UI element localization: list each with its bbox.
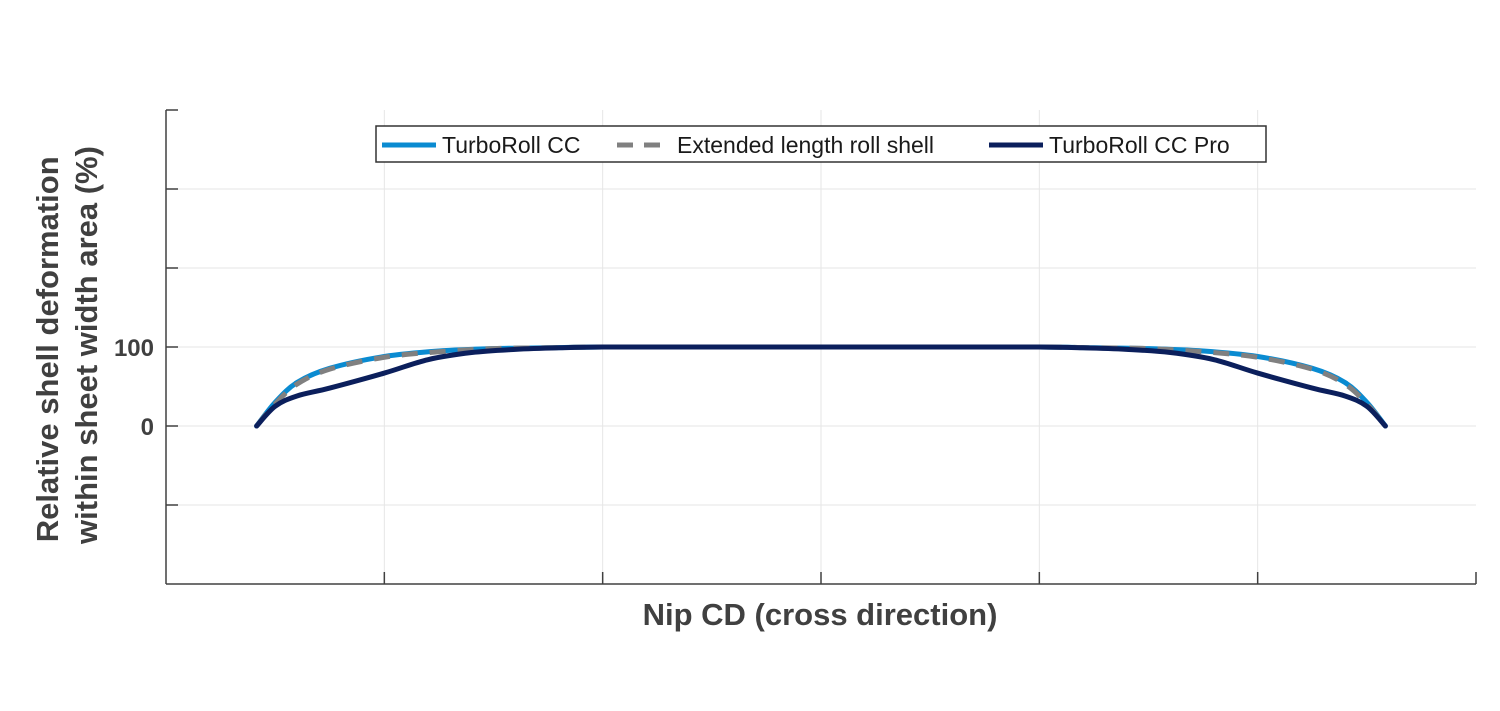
y-tick-label: 100 [114, 335, 154, 362]
legend-label-turboroll-cc: TurboRoll CC [442, 132, 580, 158]
legend: TurboRoll CC Extended length roll shell … [375, 125, 1267, 163]
legend-label-turboroll-cc-pro: TurboRoll CC Pro [1049, 132, 1230, 158]
axes [165, 109, 1477, 585]
tick-labels: 100 0 [114, 335, 154, 441]
legend-label-extended-length-roll-shell: Extended length roll shell [677, 132, 934, 158]
series-lines [254, 344, 1388, 429]
y-axis-title-line-2: within sheet width area (%) [69, 146, 104, 545]
series-line-turboroll-cc-pro [254, 344, 1388, 429]
y-tick-label: 0 [141, 414, 154, 441]
y-axis-title-line-1: Relative shell deformation [30, 156, 65, 542]
series-line-extended-length-roll-shell [254, 344, 1388, 428]
legend-box [375, 125, 1267, 163]
y-axis-title: Relative shell deformation within sheet … [30, 146, 104, 545]
x-axis-title: Nip CD (cross direction) [643, 597, 998, 632]
